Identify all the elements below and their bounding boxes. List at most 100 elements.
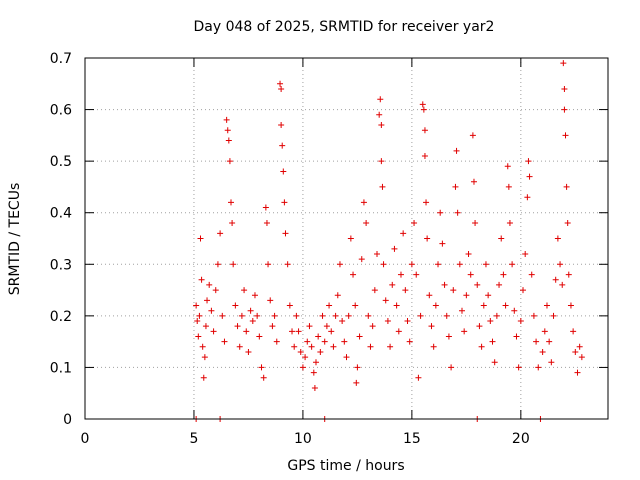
x-tick-label: 15 (403, 431, 421, 447)
x-axis-ticks: 0 5 10 15 20 (81, 58, 530, 447)
data-point (323, 323, 330, 330)
data-point (317, 348, 324, 355)
data-point (445, 333, 452, 340)
data-point (421, 127, 428, 134)
x-axis-label: GPS time / hours (287, 458, 404, 474)
data-point (391, 245, 398, 252)
data-point (200, 374, 207, 381)
data-point (219, 312, 226, 319)
data-point (310, 369, 317, 376)
data-point (574, 369, 581, 376)
data-point (419, 101, 426, 108)
data-point (578, 354, 585, 361)
data-point (343, 354, 350, 361)
data-point (387, 343, 394, 350)
data-point (376, 111, 383, 118)
data-point (528, 271, 535, 278)
data-point (565, 271, 572, 278)
y-tick-label: 0.1 (50, 360, 72, 376)
data-point (485, 292, 492, 299)
data-point (315, 333, 322, 340)
grid-lines (85, 58, 608, 419)
data-point (297, 348, 304, 355)
data-point (277, 80, 284, 87)
data-points (193, 60, 585, 422)
data-point (424, 235, 431, 242)
data-point (564, 220, 571, 227)
data-point (543, 302, 550, 309)
data-point (498, 235, 505, 242)
data-point (195, 333, 202, 340)
data-point (295, 328, 302, 335)
x-tick-label: 0 (81, 431, 90, 447)
data-point (201, 354, 208, 361)
data-point (561, 85, 568, 92)
data-point (378, 122, 385, 129)
data-point (482, 261, 489, 268)
plot-frame (84, 57, 609, 420)
data-point (254, 312, 261, 319)
y-tick-label: 0.4 (50, 206, 72, 222)
data-point (208, 307, 215, 314)
data-point (228, 199, 235, 206)
data-point (353, 379, 360, 386)
data-point (234, 323, 241, 330)
data-point (533, 338, 540, 345)
data-point (286, 302, 293, 309)
data-point (302, 354, 309, 361)
data-point (265, 261, 272, 268)
data-point (415, 374, 422, 381)
data-point (454, 209, 461, 216)
data-point (262, 204, 269, 211)
data-point (260, 374, 267, 381)
data-point (432, 302, 439, 309)
data-point (502, 302, 509, 309)
data-point (435, 261, 442, 268)
data-point (562, 132, 569, 139)
data-point (546, 338, 553, 345)
data-point (379, 183, 386, 190)
data-point (413, 271, 420, 278)
data-point (467, 271, 474, 278)
data-point (428, 323, 435, 330)
data-point (293, 312, 300, 319)
data-point (284, 261, 291, 268)
data-point (526, 173, 533, 180)
data-point (232, 302, 239, 309)
chart-title: Day 048 of 2025, SRMTID for receiver yar… (194, 19, 495, 35)
data-point (282, 230, 289, 237)
data-point (367, 343, 374, 350)
data-point (480, 302, 487, 309)
data-point (443, 312, 450, 319)
data-point (465, 250, 472, 257)
data-point (374, 250, 381, 257)
data-point (552, 276, 559, 283)
data-point (430, 343, 437, 350)
data-point (559, 281, 566, 288)
data-point (377, 96, 384, 103)
data-point (256, 333, 263, 340)
data-point (350, 271, 357, 278)
y-tick-label: 0.7 (50, 51, 72, 67)
data-point (389, 281, 396, 288)
y-tick-label: 0.2 (50, 309, 72, 325)
data-point (326, 302, 333, 309)
data-point (561, 106, 568, 113)
data-point (210, 328, 217, 335)
data-point (472, 220, 479, 227)
data-point (251, 292, 258, 299)
data-point (224, 127, 231, 134)
data-point (214, 261, 221, 268)
data-point (421, 152, 428, 159)
data-point (506, 220, 513, 227)
data-point (476, 323, 483, 330)
data-point (229, 220, 236, 227)
data-point (420, 106, 427, 113)
data-point (541, 328, 548, 335)
data-point (269, 323, 276, 330)
data-point (513, 333, 520, 340)
data-point (400, 230, 407, 237)
x-tick-label: 10 (294, 431, 312, 447)
data-point (299, 364, 306, 371)
